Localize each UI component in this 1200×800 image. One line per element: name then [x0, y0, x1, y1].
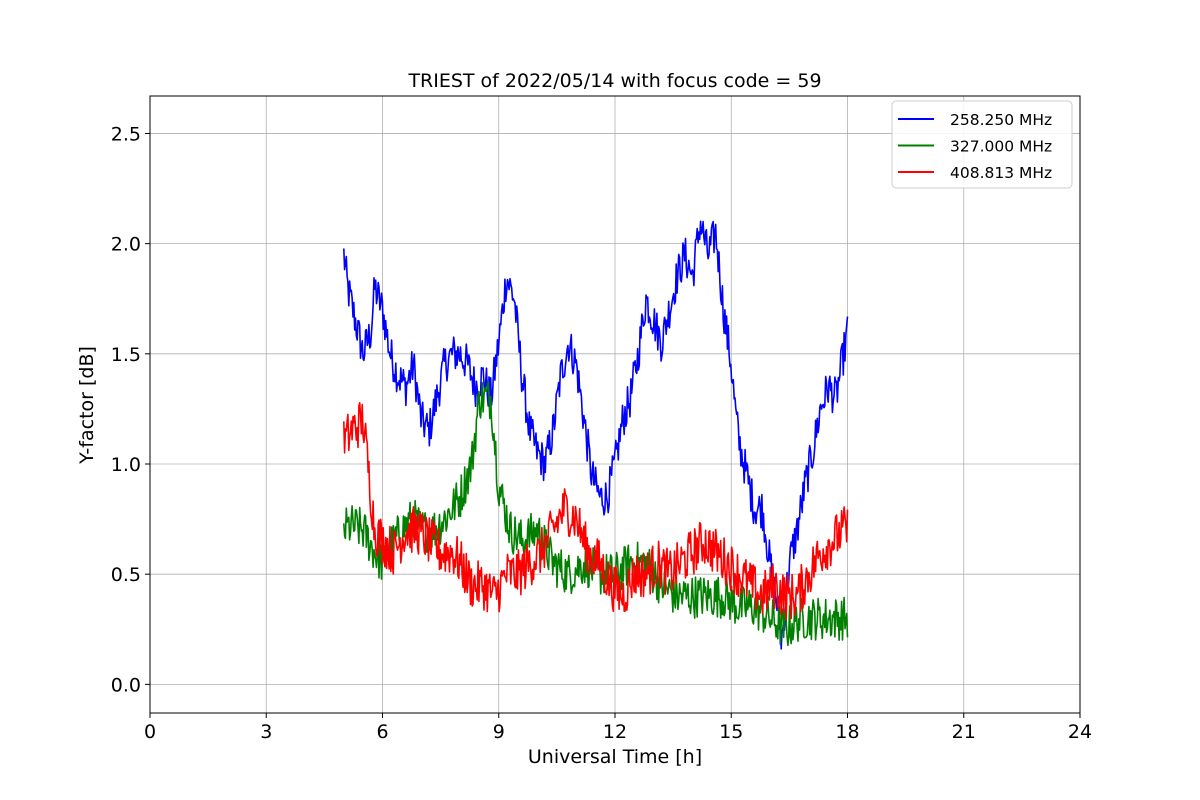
y-tick-label: 2.0	[111, 234, 141, 256]
x-tick-label: 9	[493, 721, 505, 743]
y-tick-label: 1.0	[111, 454, 141, 476]
legend-label: 408.813 MHz	[950, 164, 1052, 182]
x-tick-label: 0	[144, 721, 156, 743]
legend-box	[891, 100, 1073, 189]
legend: 258.250 MHz 327.000 MHz 408.813 MHz	[891, 100, 1073, 189]
ticks: 0 3 6 9 12 15 18 21 24 0.0 0.5 1.0 1.5 2.0 2.5	[111, 123, 1092, 743]
legend-label: 327.000 MHz	[950, 138, 1052, 156]
y-tick-label: 2.5	[111, 123, 141, 145]
x-tick-label: 15	[719, 721, 743, 743]
legend-label: 258.250 MHz	[950, 111, 1052, 129]
series-line	[343, 220, 849, 650]
y-tick-label: 1.5	[111, 344, 141, 366]
x-tick-label: 18	[835, 721, 859, 743]
chart-title: TRIEST of 2022/05/14 with focus code = 5…	[407, 70, 821, 92]
x-tick-label: 24	[1068, 721, 1092, 743]
x-axis-label: Universal Time [h]	[528, 746, 702, 768]
x-tick-label: 21	[952, 721, 976, 743]
y-tick-label: 0.0	[111, 674, 141, 696]
x-tick-label: 12	[603, 721, 627, 743]
x-tick-label: 3	[260, 721, 272, 743]
y-axis-label: Y-factor [dB]	[76, 346, 98, 465]
y-tick-label: 0.5	[111, 564, 141, 586]
series-layer	[343, 220, 849, 650]
x-tick-label: 6	[376, 721, 388, 743]
series-line	[343, 402, 849, 621]
